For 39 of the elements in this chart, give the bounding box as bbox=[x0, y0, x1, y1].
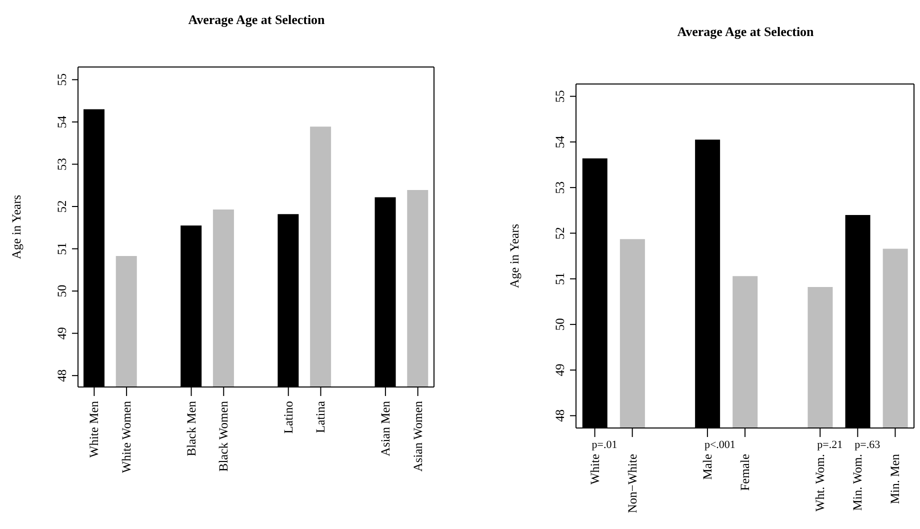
x-tick-label: Wht. Wom. bbox=[813, 454, 828, 512]
x-tick-label: Asian Men bbox=[378, 400, 392, 456]
y-tick-label: 52 bbox=[55, 200, 69, 213]
y-axis-title: Age in Years bbox=[507, 224, 522, 288]
text: p=.63 bbox=[854, 439, 881, 451]
y-tick-label: 53 bbox=[55, 158, 69, 170]
y-tick-label: 48 bbox=[55, 369, 69, 382]
y-tick-label: 50 bbox=[55, 284, 69, 298]
y-tick-label: 52 bbox=[553, 226, 567, 240]
x-tick-label: Male bbox=[700, 454, 714, 480]
text: p=.01 bbox=[592, 439, 618, 451]
y-tick-label: 49 bbox=[55, 327, 69, 340]
y-tick-label: 54 bbox=[553, 134, 567, 148]
chart-title: Average Age at Selection bbox=[676, 24, 815, 40]
y-axis-title: Age in Years bbox=[9, 194, 24, 260]
y-tick-label: 50 bbox=[553, 318, 567, 331]
y-tick-label: 54 bbox=[55, 114, 69, 128]
x-tick-label: Female bbox=[738, 454, 752, 491]
y-tick-label: 48 bbox=[553, 409, 567, 422]
x-tick-label: Asian Women bbox=[410, 400, 425, 472]
y-tick-label: 55 bbox=[553, 90, 567, 103]
x-tick-label: Min. Men bbox=[888, 453, 902, 504]
x-tick-label: White Women bbox=[120, 400, 134, 474]
x-tick-label: Black Men bbox=[184, 400, 198, 456]
y-tick-label: 55 bbox=[55, 73, 69, 86]
y-tick-label: 49 bbox=[553, 364, 567, 376]
x-tick-label: Black Women bbox=[216, 400, 231, 472]
x-tick-label: White bbox=[588, 454, 602, 485]
y-tick-label: 51 bbox=[553, 272, 567, 286]
text: p<.001 bbox=[704, 439, 736, 451]
x-tick-label: Latino bbox=[281, 401, 296, 434]
text: p=.21 bbox=[817, 439, 843, 451]
chart-title: Average Age at Selection bbox=[187, 12, 326, 28]
x-tick-label: White Men bbox=[87, 400, 102, 458]
x-tick-label: Non−White bbox=[625, 454, 640, 514]
y-tick-label: 51 bbox=[55, 242, 69, 256]
x-tick-label: Min. Wom. bbox=[850, 454, 865, 511]
x-tick-label: Latina bbox=[314, 400, 328, 433]
y-tick-label: 53 bbox=[553, 181, 567, 194]
